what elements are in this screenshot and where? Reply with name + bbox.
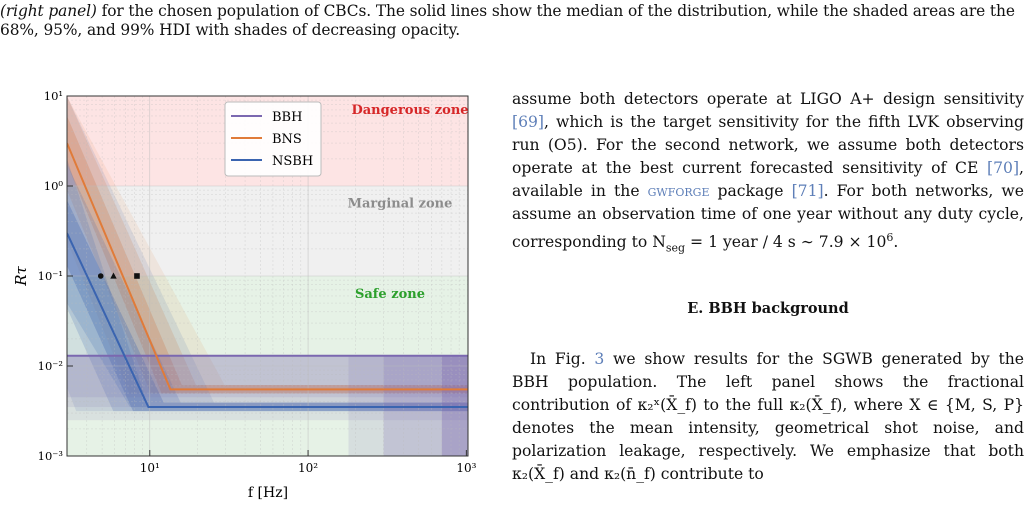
p1-text-f: = 1 year / 4 s ∼ 7.9 × 10 <box>685 233 887 252</box>
caption-italic: (right panel) <box>0 2 97 20</box>
x-tick-label: 10¹ <box>140 461 160 475</box>
y-tick-label: 10⁻¹ <box>38 269 63 283</box>
figure-chart: 10¹ 10² 10³ 10⁻³ 10⁻² 10⁻¹ 10⁰ 10¹ Dangerous zo… <box>0 80 500 510</box>
y-tick-label: 10¹ <box>44 89 63 103</box>
paragraph-1: assume both detectors operate at LIGO A+… <box>512 88 1024 259</box>
ref-71-link[interactable]: [71] <box>791 182 824 200</box>
legend-label-nsbh: NSBH <box>272 154 313 169</box>
zone-band-1 <box>67 186 468 276</box>
bbh-hdi-band-0 <box>67 355 468 421</box>
p1-text-g: . <box>893 233 899 252</box>
body-text-column: assume both detectors operate at LIGO A+… <box>512 88 1024 486</box>
p2-text-a: In Fig. <box>530 350 595 369</box>
zone-label-1: Marginal zone <box>348 196 453 211</box>
ref-69-link[interactable]: [69] <box>512 113 545 131</box>
x-axis-label: f [Hz] <box>248 485 288 501</box>
legend-box <box>224 101 322 177</box>
nsbh-hdi-band-1 <box>67 163 468 412</box>
bns-hdi-band-0 <box>67 96 468 394</box>
p1-subscript: seg <box>665 241 686 255</box>
bbh-hdi-band-1 <box>67 355 468 408</box>
marker-square <box>134 273 140 279</box>
legend-label-bns: BNS <box>272 132 302 147</box>
p1-text-e: . For both networks, we assume an observ… <box>512 182 1024 252</box>
nsbh-median-line <box>67 232 468 408</box>
y-tick-label: 10⁻³ <box>38 449 64 463</box>
nsbh-hdi-band-0 <box>67 96 468 412</box>
y-axis-label: Rτ <box>12 266 30 287</box>
section-heading: E. BBH background <box>687 300 849 318</box>
marker-circle <box>97 273 104 279</box>
p2-text-b: we show results for the SGWB generated b… <box>512 350 1024 484</box>
caption-text: for the chosen population of CBCs. The s… <box>0 2 1015 39</box>
y-tick-label: 10⁻² <box>38 359 63 373</box>
gwforge-link[interactable]: gwforge <box>647 182 710 200</box>
x-tick-label: 10² <box>298 461 318 475</box>
y-tick-label: 10⁰ <box>44 179 64 193</box>
fig-3-link[interactable]: 3 <box>594 350 605 369</box>
chart-svg: 10¹ 10² 10³ 10⁻³ 10⁻² 10⁻¹ 10⁰ 10¹ Dangerous zo… <box>12 89 477 501</box>
nsbh-wedge <box>67 158 149 408</box>
x-tick-label: 10³ <box>456 461 476 475</box>
p1-text-c: , available in the <box>512 159 1024 200</box>
p1-text-d: package <box>709 182 792 200</box>
p1-superscript: 6 <box>886 231 894 244</box>
bbh-high-freq-block-1 <box>383 355 468 456</box>
p1-text-b: , which is the target sensitivity for th… <box>512 113 1024 177</box>
ref-70-link[interactable]: [70] <box>987 159 1020 177</box>
zone-label-0: Dangerous zone <box>351 103 468 118</box>
marker-triangle <box>110 272 117 279</box>
figure-caption: (right panel) for the chosen population … <box>0 2 1028 40</box>
bns-median-line <box>67 142 468 391</box>
bbh-high-freq-block-2 <box>441 355 468 456</box>
zone-label-2: Safe zone <box>355 287 425 302</box>
legend-label-bbh: BBH <box>272 110 302 125</box>
paragraph-2: In Fig. 3 we show results for the SGWB g… <box>512 348 1024 486</box>
p1-text-a: assume both detectors operate at LIGO A+… <box>512 90 1024 108</box>
bbh-high-freq-block-0 <box>348 355 468 456</box>
